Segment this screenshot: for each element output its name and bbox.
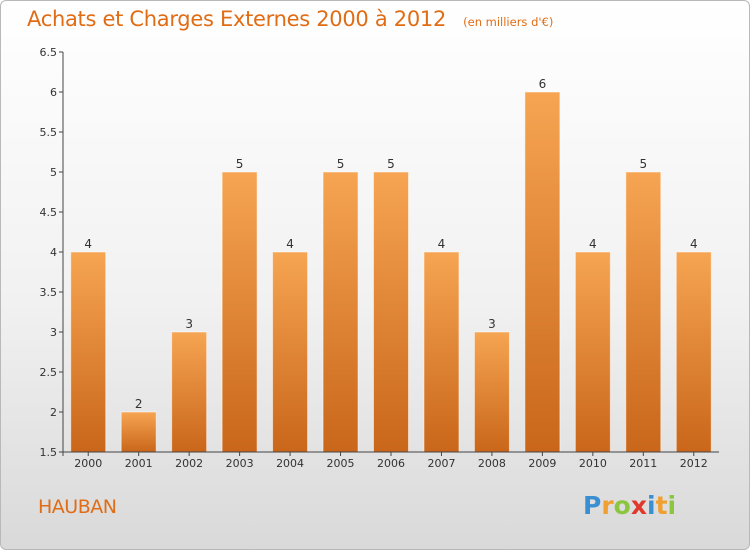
logo-letter: i — [647, 491, 656, 520]
logo-letter: P — [583, 491, 602, 520]
x-tick-label: 2001 — [125, 457, 153, 470]
bar-value-label: 4 — [438, 237, 446, 251]
y-tick-label: 5 — [50, 166, 57, 179]
bar-2001 — [120, 411, 157, 453]
bar-value-label: 5 — [337, 157, 345, 171]
bar-2000 — [70, 251, 107, 453]
logo-letter: o — [613, 491, 631, 520]
axes-group — [59, 51, 719, 456]
bar-value-label: 6 — [539, 77, 547, 91]
bar-value-label: 4 — [589, 237, 597, 251]
x-tick-label: 2005 — [327, 457, 355, 470]
x-tick-label: 2012 — [680, 457, 708, 470]
bar-2010 — [574, 251, 611, 453]
bar-value-label: 5 — [639, 157, 647, 171]
bar-2008 — [473, 331, 510, 453]
logo-letter: t — [655, 491, 668, 520]
bar-2009 — [524, 91, 561, 453]
bar-value-label: 3 — [488, 317, 496, 331]
bar-value-label: 5 — [387, 157, 395, 171]
chart-subtitle: (en milliers d'€) — [463, 15, 554, 29]
bar-value-label: 4 — [84, 237, 92, 251]
y-tick-label: 2 — [50, 406, 57, 419]
logo-letter: i — [667, 491, 677, 520]
x-tick-label: 2000 — [74, 457, 102, 470]
logo-letter: x — [630, 491, 647, 520]
bar-value-label: 3 — [185, 317, 193, 331]
y-tick-label: 5.5 — [40, 126, 58, 139]
bar-2004 — [272, 251, 309, 453]
y-tick-label: 4.5 — [40, 206, 58, 219]
bar-value-label: 4 — [690, 237, 698, 251]
y-tick-label: 2.5 — [40, 366, 58, 379]
y-tick-label: 6.5 — [40, 46, 58, 59]
y-tick-label: 3 — [50, 326, 57, 339]
y-tick-label: 3.5 — [40, 286, 58, 299]
x-tick-label: 2009 — [528, 457, 556, 470]
y-tick-label: 6 — [50, 86, 57, 99]
bar-2012 — [675, 251, 712, 453]
bar-value-label: 5 — [236, 157, 244, 171]
bar-2003 — [221, 171, 258, 453]
logo-letter: r — [601, 491, 614, 520]
title-row: Achats et Charges Externes 2000 à 2012 (… — [27, 7, 553, 31]
bars-group — [70, 91, 712, 453]
x-tick-label: 2002 — [175, 457, 203, 470]
x-tick-label: 2006 — [377, 457, 405, 470]
bar-2007 — [423, 251, 460, 453]
x-tick-label: 2003 — [226, 457, 254, 470]
bar-2006 — [373, 171, 409, 453]
bar-value-label: 4 — [286, 237, 294, 251]
place-name: HAUBAN — [38, 496, 117, 518]
bar-value-label: 2 — [135, 397, 143, 411]
proxiti-logo[interactable]: Proxiti — [583, 491, 676, 520]
bar-2005 — [322, 171, 359, 453]
y-tick-label: 4 — [50, 246, 57, 259]
x-tick-label: 2004 — [276, 457, 304, 470]
x-tick-label: 2008 — [478, 457, 506, 470]
x-tick-label: 2007 — [427, 457, 455, 470]
chart-title: Achats et Charges Externes 2000 à 2012 — [27, 7, 447, 31]
x-tick-label: 2010 — [579, 457, 607, 470]
labels-group: 1.5 2 2.5 3 3.5 4 4.5 5 5.5 6 6.5 2000 4 2001 2 2002 3 20… — [40, 46, 708, 470]
y-tick-label: 1.5 — [40, 446, 58, 459]
x-tick-label: 2011 — [629, 457, 657, 470]
bar-2002 — [171, 331, 208, 453]
bar-2011 — [625, 171, 662, 453]
